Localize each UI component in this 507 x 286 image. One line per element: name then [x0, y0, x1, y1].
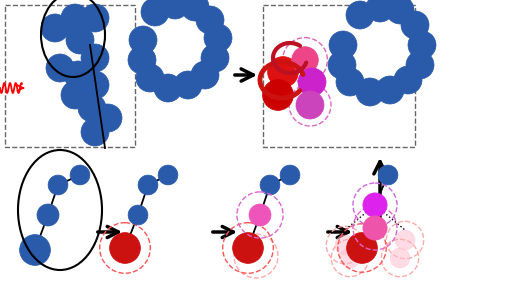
- Bar: [263, 5, 415, 147]
- Circle shape: [366, 0, 394, 22]
- Circle shape: [161, 0, 189, 19]
- Circle shape: [48, 175, 68, 195]
- Circle shape: [401, 11, 429, 39]
- Circle shape: [363, 216, 387, 240]
- Circle shape: [128, 205, 148, 225]
- Circle shape: [204, 24, 232, 52]
- Circle shape: [81, 4, 109, 32]
- Circle shape: [249, 204, 271, 226]
- Circle shape: [158, 165, 178, 185]
- Circle shape: [346, 1, 374, 29]
- Bar: [5, 5, 135, 147]
- Circle shape: [78, 94, 106, 122]
- Circle shape: [66, 26, 94, 54]
- Circle shape: [378, 165, 398, 185]
- Circle shape: [340, 248, 360, 268]
- Circle shape: [196, 6, 224, 34]
- Circle shape: [61, 4, 89, 32]
- Circle shape: [141, 0, 169, 26]
- Circle shape: [70, 165, 90, 185]
- Circle shape: [129, 26, 157, 54]
- Circle shape: [292, 47, 318, 73]
- Circle shape: [81, 71, 109, 99]
- Circle shape: [136, 64, 164, 92]
- Circle shape: [268, 57, 299, 88]
- Circle shape: [138, 175, 158, 195]
- Circle shape: [386, 0, 414, 24]
- Circle shape: [408, 31, 436, 59]
- Circle shape: [296, 91, 324, 119]
- Circle shape: [64, 61, 92, 89]
- Circle shape: [201, 44, 229, 72]
- Circle shape: [94, 104, 122, 132]
- Circle shape: [260, 175, 280, 195]
- Circle shape: [329, 31, 357, 59]
- Circle shape: [81, 44, 109, 72]
- Circle shape: [363, 193, 387, 217]
- Circle shape: [154, 74, 182, 102]
- Circle shape: [298, 68, 326, 96]
- Circle shape: [181, 0, 209, 21]
- Circle shape: [174, 71, 202, 99]
- Circle shape: [347, 233, 377, 263]
- Circle shape: [394, 66, 422, 94]
- Circle shape: [37, 204, 59, 226]
- Circle shape: [356, 78, 384, 106]
- Circle shape: [41, 14, 69, 42]
- Circle shape: [263, 80, 294, 110]
- Circle shape: [406, 51, 434, 79]
- Circle shape: [336, 68, 364, 96]
- Circle shape: [128, 46, 156, 74]
- Circle shape: [61, 81, 89, 109]
- Circle shape: [81, 118, 109, 146]
- Circle shape: [335, 235, 355, 255]
- Circle shape: [20, 235, 50, 265]
- Circle shape: [376, 76, 404, 104]
- Circle shape: [390, 248, 410, 268]
- Circle shape: [395, 230, 415, 250]
- Circle shape: [46, 54, 74, 82]
- Circle shape: [280, 165, 300, 185]
- Circle shape: [110, 233, 140, 263]
- Circle shape: [328, 51, 356, 79]
- Circle shape: [233, 233, 264, 263]
- Circle shape: [191, 61, 219, 89]
